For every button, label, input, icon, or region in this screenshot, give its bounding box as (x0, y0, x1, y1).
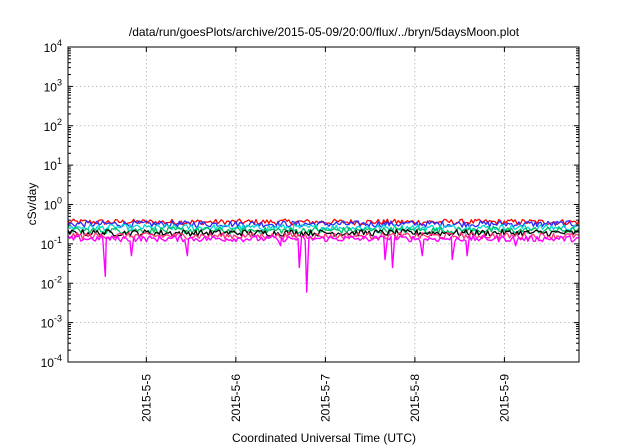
y-tick-label: 101 (44, 156, 62, 173)
x-axis: 2015-5-5 2015-5-6 2015-5-7 2015-5-8 2015-5-9 (139, 47, 511, 422)
x-tick-label: 2015-5-5 (139, 374, 153, 422)
y-tick-label: 10-1 (41, 235, 62, 252)
x-tick-label: 2015-5-9 (497, 374, 511, 422)
y-tick-label: 10-4 (41, 353, 62, 370)
y-axis-label: cSv/day (25, 183, 39, 226)
series-group (67, 218, 580, 293)
y-tick-label: 103 (44, 77, 62, 94)
y-tick-label: 10-3 (41, 314, 62, 331)
chart-title: /data/run/goesPlots/archive/2015-05-09/2… (129, 25, 520, 39)
series-line-7 (67, 235, 580, 293)
series-line-2 (67, 220, 580, 228)
x-axis-label: Coordinated Universal Time (UTC) (232, 431, 416, 445)
grid (68, 47, 579, 362)
y-tick-label: 104 (44, 38, 62, 55)
x-tick-label: 2015-5-6 (229, 374, 243, 422)
y-tick-label: 102 (44, 117, 62, 134)
series-line-4 (67, 226, 580, 235)
y-tick-label: 10-2 (41, 274, 62, 291)
y-axis: 10-4 10-3 10-2 10-1 100 101 102 103 104 (41, 38, 579, 370)
x-tick-label: 2015-5-7 (318, 374, 332, 422)
y-tick-label: 100 (44, 196, 62, 213)
x-tick-label: 2015-5-8 (408, 374, 422, 422)
